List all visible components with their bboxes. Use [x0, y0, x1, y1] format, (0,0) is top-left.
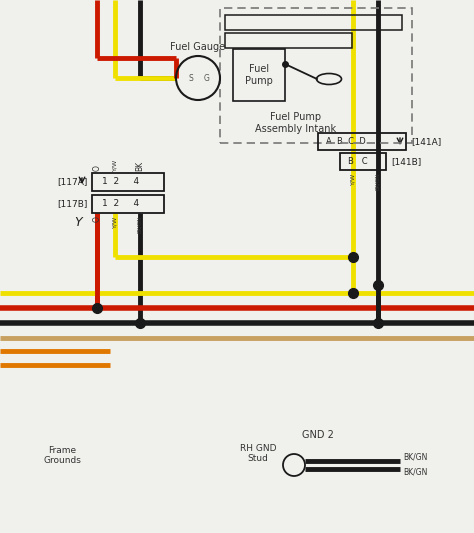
- Bar: [92, 173, 164, 191]
- Text: BK/GN: BK/GN: [403, 453, 428, 462]
- Text: Y: Y: [74, 216, 82, 230]
- Bar: [225, 15, 402, 30]
- Text: O: O: [92, 216, 101, 222]
- Text: Fuel Pump
Assembly Intank: Fuel Pump Assembly Intank: [255, 112, 337, 134]
- Text: [141B]: [141B]: [391, 157, 421, 166]
- Text: S: S: [189, 74, 193, 83]
- Text: 1  2     4: 1 2 4: [102, 177, 139, 187]
- Text: Fuel Gauge: Fuel Gauge: [171, 42, 226, 52]
- Text: [117B]: [117B]: [57, 199, 87, 208]
- Text: O: O: [92, 165, 101, 171]
- Text: Frame
Grounds: Frame Grounds: [43, 446, 81, 465]
- Text: BK/GN: BK/GN: [137, 216, 143, 233]
- Bar: [318, 133, 406, 150]
- Text: BK: BK: [136, 161, 145, 171]
- Text: Y/W: Y/W: [112, 216, 118, 228]
- Bar: [340, 153, 386, 170]
- Text: [141A]: [141A]: [411, 137, 441, 146]
- Text: G: G: [204, 74, 210, 83]
- Text: BK/GN: BK/GN: [403, 467, 428, 477]
- Text: BK/GN: BK/GN: [375, 173, 381, 190]
- Text: 1  2     4: 1 2 4: [102, 199, 139, 208]
- Bar: [92, 195, 164, 213]
- Text: A  B  C  D: A B C D: [326, 137, 366, 146]
- Bar: [220, 8, 412, 143]
- Bar: [233, 49, 285, 101]
- Text: [117A]: [117A]: [57, 177, 87, 187]
- Text: RH GND
Stud: RH GND Stud: [240, 443, 276, 463]
- Text: Y/W: Y/W: [350, 173, 356, 185]
- Text: Y/W: Y/W: [112, 159, 118, 171]
- Text: GND 2: GND 2: [302, 430, 334, 440]
- Text: Fuel
Pump: Fuel Pump: [245, 64, 273, 86]
- Text: B   C: B C: [348, 157, 368, 166]
- Bar: [225, 33, 352, 48]
